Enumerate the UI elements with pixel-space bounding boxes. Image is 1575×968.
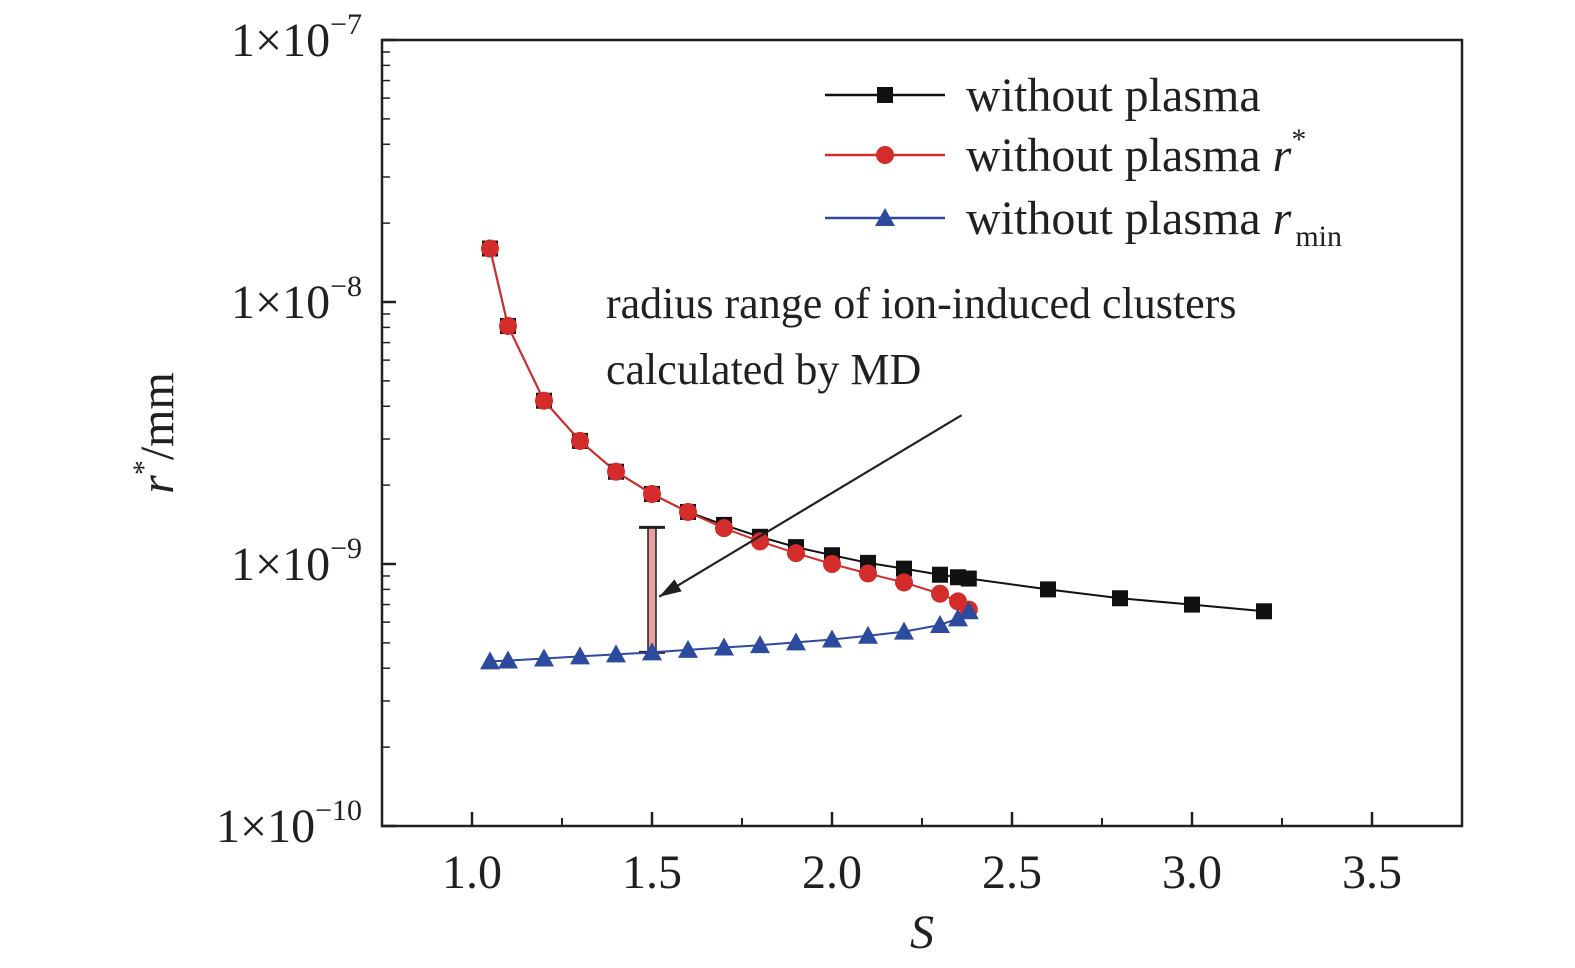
data-point-triangle [750,635,770,654]
data-point-triangle [786,632,806,651]
x-tick-label: 1.0 [442,846,502,899]
data-point-square [1184,596,1200,613]
data-point-square [1112,590,1128,607]
data-point-circle [499,316,517,335]
annotation-line-2: calculated by MD [606,345,921,394]
data-point-triangle [930,615,950,634]
arrow-shaft [658,414,963,598]
legend-marker-triangle [875,208,895,226]
data-point-square [1256,603,1272,620]
data-point-triangle [498,650,518,669]
series-line [489,610,970,663]
data-point-triangle [958,601,979,620]
x-tick-label: 2.0 [802,846,862,899]
y-tick-label: 1×10−7 [231,8,362,67]
data-point-triangle [642,642,662,661]
annotation-arrow [658,414,963,598]
md-radius-range-bar [639,525,665,654]
y-tick-label: 1×10−8 [231,270,362,329]
y-axis-ticks: 1×10−10 1×10−9 1×10−8 1×10−7 [216,8,396,853]
data-point-circle [607,462,625,481]
annotation: radius range of ion-induced clusters cal… [606,279,1236,394]
data-point-circle [481,239,499,258]
data-point-circle [535,391,553,410]
data-point-triangle [822,629,842,648]
data-point-triangle [606,644,626,663]
legend-label: without plasma r min [966,192,1342,253]
legend-label: without plasma [966,69,1261,122]
arrow-head [659,579,682,597]
data-point-circle [859,564,877,583]
data-point-triangle [570,646,590,665]
data-point-circle [643,485,661,504]
legend-label: without plasma r* [966,123,1306,182]
x-tick-label: 1.5 [622,846,682,899]
legend-item: without plasma r* [825,123,1306,182]
plot-area [380,38,1464,828]
data-point-circle [787,544,805,563]
y-tick-label: 1×10−10 [216,794,362,853]
data-point-triangle [480,651,500,670]
x-tick-label: 3.0 [1162,846,1222,899]
annotation-line-1: radius range of ion-induced clusters [606,279,1236,328]
y-axis-label-unit: /mm [131,372,184,460]
data-point-square [960,570,977,587]
legend-item: without plasma r min [825,192,1342,253]
x-tick-label: 3.5 [1342,846,1402,899]
data-point-circle [571,431,589,450]
series-triangle [480,601,979,670]
data-point-circle [715,519,733,538]
data-point-circle [823,555,841,573]
data-point-circle [751,532,769,551]
y-axis-label-sup: * [127,460,160,475]
data-point-triangle [894,621,914,640]
x-axis-ticks: 1.0 1.5 2.0 2.5 3.0 3.5 [442,812,1402,899]
data-point-square [1040,581,1056,598]
data-point-triangle [858,625,878,644]
series-layer [480,239,1272,670]
data-point-triangle [534,648,554,667]
data-point-triangle [678,639,698,658]
x-tick-label: 2.5 [982,846,1042,899]
data-point-square [896,560,912,577]
legend-item: without plasma [825,69,1261,122]
y-axis-label-symbol: r [131,475,184,494]
data-point-circle [679,502,697,521]
y-tick-label: 1×10−9 [231,532,362,591]
data-point-circle [931,584,949,603]
legend-marker-circle [876,146,894,164]
y-axis-label: r*/mm [127,372,184,494]
data-point-circle [895,573,913,592]
data-point-square [932,566,948,583]
error-bar-body [647,526,657,654]
x-axis-label: S [910,906,934,959]
series-line [489,248,970,611]
data-point-triangle [948,608,968,627]
legend-marker-square [877,87,893,103]
data-point-triangle [714,637,734,656]
